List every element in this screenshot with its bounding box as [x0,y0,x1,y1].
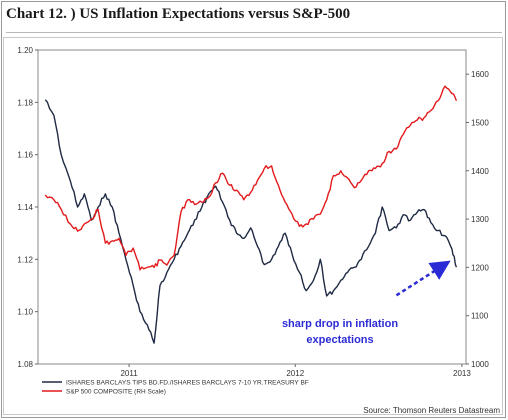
plot-box [3,37,503,415]
left-axis-tick-label: 1.10 [17,308,33,317]
axes: 1.08 1.10 1.12 1.14 1.16 1.18 1.20 1000 1100 1200… [17,46,489,378]
title-divider [6,32,502,33]
right-axis-tick-label: 1000 [471,360,489,369]
annotation-text-line1: sharp drop in inflation [282,318,398,330]
legend-label: ISHARES BARCLAYS TIPS BD.FD./ISHARES BAR… [66,380,309,387]
annotation-arrow [395,260,451,297]
right-axis-tick-label: 1300 [471,215,489,224]
legend: ISHARES BARCLAYS TIPS BD.FD./ISHARES BAR… [42,380,309,396]
series-line-tips-ratio [44,99,458,344]
x-axis-tick-label: 2011 [120,369,138,378]
right-axis-tick-label: 1500 [471,118,489,127]
series-layer [44,85,458,344]
left-axis-tick-label: 1.14 [17,203,33,212]
right-axis-tick-label: 1200 [471,263,489,272]
source-note: Source: Thomson Reuters Datastream [363,406,500,415]
legend-label: S&P 500 COMPOSITE (RH Scale) [66,389,166,396]
chart-title: Chart 12. ) US Inflation Expectations ve… [6,6,351,22]
right-axis-tick-label: 1100 [471,312,489,321]
annotation-layer: sharp drop in inflation expectations [282,260,451,346]
plot-area-border [37,49,467,365]
x-axis-tick-label: 2013 [453,369,471,378]
left-axis-tick-label: 1.08 [17,360,33,369]
annotation-text-line2: expectations [306,334,373,346]
left-axis-tick-label: 1.18 [17,98,33,107]
x-axis-tick-label: 2012 [286,369,304,378]
right-axis-tick-label: 1400 [471,167,489,176]
left-axis-tick-label: 1.16 [17,151,33,160]
right-axis-tick-label: 1600 [471,70,489,79]
series-line-sp500 [44,85,458,271]
left-axis-tick-label: 1.20 [17,46,33,55]
left-axis-tick-label: 1.12 [17,255,33,264]
